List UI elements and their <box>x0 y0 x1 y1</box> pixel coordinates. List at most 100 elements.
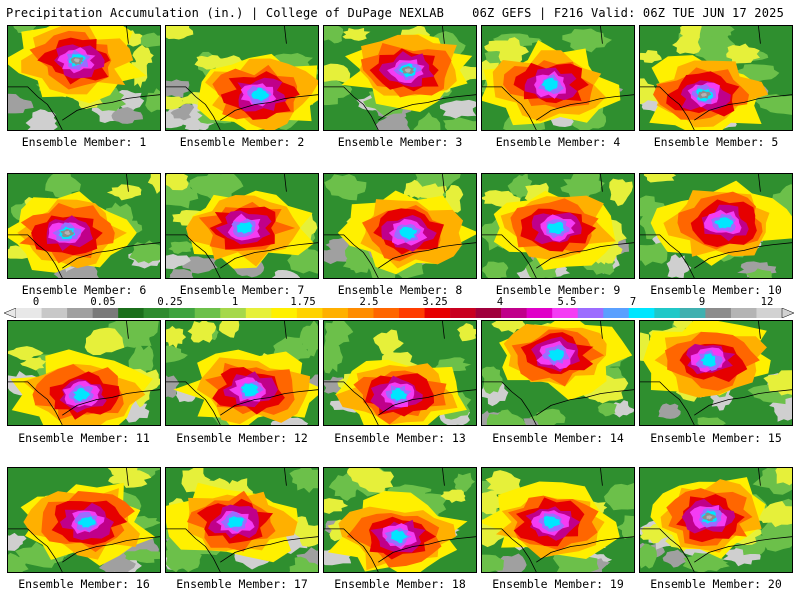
scale-swatch <box>169 308 196 318</box>
scale-swatch <box>245 308 272 318</box>
scale-swatch <box>16 308 42 318</box>
precip-field <box>482 26 634 130</box>
ensemble-member-label: Ensemble Member: 4 <box>495 135 621 149</box>
ensemble-member-label: Ensemble Member: 15 <box>650 431 782 445</box>
precip-field <box>640 468 792 572</box>
precip-field <box>482 468 634 572</box>
scale-swatch <box>552 308 579 318</box>
ensemble-member-map <box>323 467 477 573</box>
ensemble-member-label: Ensemble Member: 10 <box>650 283 782 297</box>
coastline <box>482 26 634 130</box>
ensemble-member-map <box>481 173 635 279</box>
scale-swatch <box>118 308 144 318</box>
ensemble-member-map <box>7 467 161 573</box>
precip-field <box>324 26 476 130</box>
color-scale-bar <box>4 308 794 318</box>
ensemble-member-map <box>639 173 793 279</box>
title-bar: Precipitation Accumulation (in.) | Colle… <box>0 0 800 24</box>
scale-tick-label: 0 <box>32 296 40 308</box>
ensemble-member-label: Ensemble Member: 8 <box>337 283 463 297</box>
scale-swatch <box>143 308 170 318</box>
coastline <box>324 468 476 572</box>
scale-swatch <box>41 308 68 318</box>
coastline <box>8 174 160 278</box>
coastline <box>482 468 634 572</box>
scale-tick-label: 12 <box>760 296 774 308</box>
ensemble-member-map <box>7 173 161 279</box>
coastline <box>166 174 318 278</box>
ensemble-member-map <box>639 320 793 426</box>
ensemble-member-label: Ensemble Member: 3 <box>337 135 463 149</box>
scale-swatch <box>501 308 527 318</box>
coastline <box>640 174 792 278</box>
precip-field <box>482 321 634 425</box>
scale-swatch <box>475 308 502 318</box>
precip-field <box>640 26 792 130</box>
scale-tick-label: 2.5 <box>359 296 379 308</box>
precip-field <box>324 468 476 572</box>
scale-swatch <box>399 308 425 318</box>
ensemble-member-label: Ensemble Member: 2 <box>179 135 305 149</box>
ensemble-member-map <box>639 467 793 573</box>
coastline <box>324 174 476 278</box>
scale-swatch <box>373 308 400 318</box>
scale-swatch <box>628 308 655 318</box>
scale-tick-label: 1.75 <box>290 296 316 308</box>
product-title: Precipitation Accumulation (in.) | Colle… <box>6 6 445 20</box>
ensemble-member-label: Ensemble Member: 20 <box>650 577 782 591</box>
ensemble-member-map <box>481 25 635 131</box>
scale-swatch <box>220 308 247 318</box>
scale-swatch <box>92 308 119 318</box>
ensemble-member-map <box>481 467 635 573</box>
run-info: 06Z GEFS | F216 Valid: 06Z TUE JUN 17 20… <box>472 6 784 20</box>
scale-tick-label: 7 <box>629 296 637 308</box>
precip-field <box>166 468 318 572</box>
color-scale-labels: 0 0.05 0.25 1 1.75 2.5 3.25 4 5.5 7 9 12 <box>4 296 794 308</box>
ensemble-member-map <box>481 320 635 426</box>
precip-field <box>640 174 792 278</box>
ensemble-member-label: Ensemble Member: 6 <box>21 283 147 297</box>
ensemble-member-map <box>165 25 319 131</box>
color-scale: 0 0.05 0.25 1 1.75 2.5 3.25 4 5.5 7 9 12 <box>4 296 794 318</box>
scale-swatch <box>679 308 706 318</box>
ensemble-member-map <box>7 25 161 131</box>
scale-tick-label: 0.25 <box>157 296 183 308</box>
ensemble-member-label: Ensemble Member: 11 <box>18 431 150 445</box>
ensemble-member-label: Ensemble Member: 7 <box>179 283 305 297</box>
precip-field <box>8 468 160 572</box>
scale-high-arrow <box>781 308 794 318</box>
ensemble-member-label: Ensemble Member: 1 <box>21 135 147 149</box>
coastline <box>640 321 792 425</box>
scale-swatch <box>194 308 221 318</box>
coastline <box>640 26 792 130</box>
scale-swatch <box>603 308 630 318</box>
ensemble-member-label: Ensemble Member: 13 <box>334 431 466 445</box>
coastline <box>8 468 160 572</box>
ensemble-member-map <box>7 320 161 426</box>
ensemble-member-label: Ensemble Member: 16 <box>18 577 150 591</box>
scale-tick-label: 4 <box>496 296 504 308</box>
scale-swatch <box>705 308 732 318</box>
scale-swatch <box>450 308 476 318</box>
ensemble-member-label: Ensemble Member: 12 <box>176 431 308 445</box>
scale-tick-label: 3.25 <box>422 296 448 308</box>
scale-tick-label: 5.5 <box>557 296 577 308</box>
scale-swatch <box>577 308 604 318</box>
coastline <box>324 321 476 425</box>
scale-swatch <box>271 308 298 318</box>
precip-field <box>482 174 634 278</box>
ensemble-member-label: Ensemble Member: 19 <box>492 577 624 591</box>
scale-low-arrow <box>4 308 17 318</box>
precip-field <box>8 321 160 425</box>
scale-tick-label: 1 <box>231 296 239 308</box>
precip-field <box>324 321 476 425</box>
precip-field <box>8 26 160 130</box>
precip-field <box>166 26 318 130</box>
ensemble-member-map <box>323 320 477 426</box>
scale-swatch <box>730 308 757 318</box>
coastline <box>166 26 318 130</box>
precip-field <box>640 321 792 425</box>
coastline <box>166 468 318 572</box>
ensemble-member-map <box>165 320 319 426</box>
ensemble-member-map <box>165 467 319 573</box>
